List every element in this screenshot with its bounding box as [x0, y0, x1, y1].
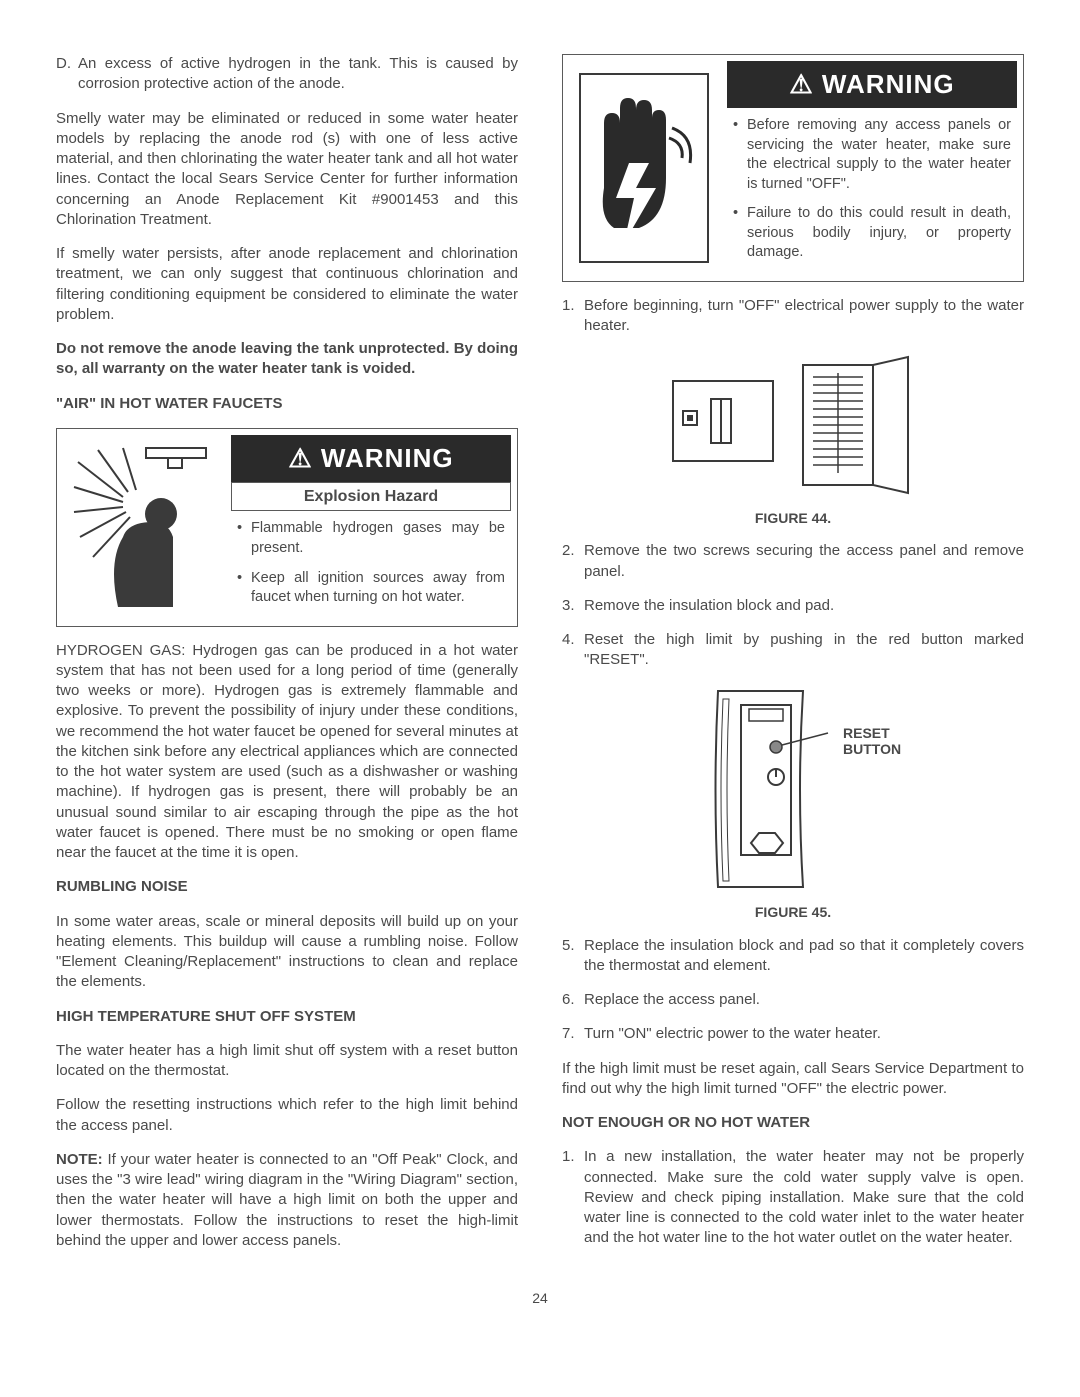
warning-electrical: ⚠ WARNING •Before removing any access pa… — [562, 54, 1024, 282]
note-text: If your water heater is connected to an … — [56, 1151, 518, 1249]
step-5: 5. Replace the insulation block and pad … — [562, 936, 1024, 977]
para-smelly-persist: If smelly water persists, after anode re… — [56, 244, 518, 325]
figure-44-caption: FIGURE 44. — [562, 509, 1024, 528]
step-1: 1. Before beginning, turn "OFF" electric… — [562, 296, 1024, 337]
left-column: D. An excess of active hydrogen in the t… — [56, 54, 518, 1265]
note-label: NOTE: — [56, 1151, 103, 1168]
para-highlimit: The water heater has a high limit shut o… — [56, 1041, 518, 1082]
step-7: 7. Turn "ON" electric power to the water… — [562, 1024, 1024, 1044]
right-column: ⚠ WARNING •Before removing any access pa… — [562, 54, 1024, 1265]
para-do-not-remove: Do not remove the anode leaving the tank… — [56, 339, 518, 380]
warn1-bullet-1: Flammable hydrogen gases may be present. — [251, 519, 505, 558]
step-2: 2. Remove the two screws securing the ac… — [562, 541, 1024, 582]
item-d: D. An excess of active hydrogen in the t… — [56, 54, 518, 95]
para-rumbling: In some water areas, scale or mineral de… — [56, 912, 518, 993]
faucet-explosion-icon — [63, 435, 223, 620]
warn2-bullet-1: Before removing any access panels or ser… — [747, 116, 1011, 194]
para-smelly-water: Smelly water may be eliminated or reduce… — [56, 109, 518, 231]
step-3: 3. Remove the insulation block and pad. — [562, 596, 1024, 616]
para-hydrogen-gas: HYDROGEN GAS: Hydrogen gas can be produc… — [56, 641, 518, 864]
warning-header: ⚠ WARNING — [231, 435, 511, 482]
page-number: 24 — [56, 1289, 1024, 1308]
heading-hightemp: HIGH TEMPERATURE SHUT OFF SYSTEM — [56, 1007, 518, 1027]
heading-not-enough: NOT ENOUGH OR NO HOT WATER — [562, 1113, 1024, 1133]
heading-rumbling: RUMBLING NOISE — [56, 877, 518, 897]
warning-subheader: Explosion Hazard — [231, 482, 511, 512]
electric-hand-icon — [569, 61, 719, 275]
figure-44-image — [562, 351, 1024, 501]
para-follow-reset: Follow the resetting instructions which … — [56, 1095, 518, 1136]
figure-45-image: RESET BUTTON — [562, 685, 1024, 895]
two-column-layout: D. An excess of active hydrogen in the t… — [56, 54, 1024, 1265]
item-d-text: An excess of active hydrogen in the tank… — [78, 54, 518, 95]
warning-explosion-hazard: ⚠ WARNING Explosion Hazard •Flammable hy… — [56, 428, 518, 627]
warn1-bullet-2: Keep all ignition sources away from fauc… — [251, 569, 505, 608]
reset-label-2: BUTTON — [843, 741, 901, 758]
warn2-bullet-2: Failure to do this could result in death… — [747, 204, 1011, 263]
item-d-marker: D. — [56, 54, 78, 95]
heading-air-faucets: "AIR" IN HOT WATER FAUCETS — [56, 394, 518, 414]
step-6: 6. Replace the access panel. — [562, 990, 1024, 1010]
step-4: 4. Reset the high limit by pushing in th… — [562, 630, 1024, 671]
reset-label-1: RESET — [843, 725, 901, 742]
warning2-header: ⚠ WARNING — [727, 61, 1017, 108]
figure-45-caption: FIGURE 45. — [562, 903, 1024, 922]
para-if-reset-again: If the high limit must be reset again, c… — [562, 1059, 1024, 1100]
para-note: NOTE: If your water heater is connected … — [56, 1150, 518, 1251]
notenough-1: 1. In a new installation, the water heat… — [562, 1147, 1024, 1248]
